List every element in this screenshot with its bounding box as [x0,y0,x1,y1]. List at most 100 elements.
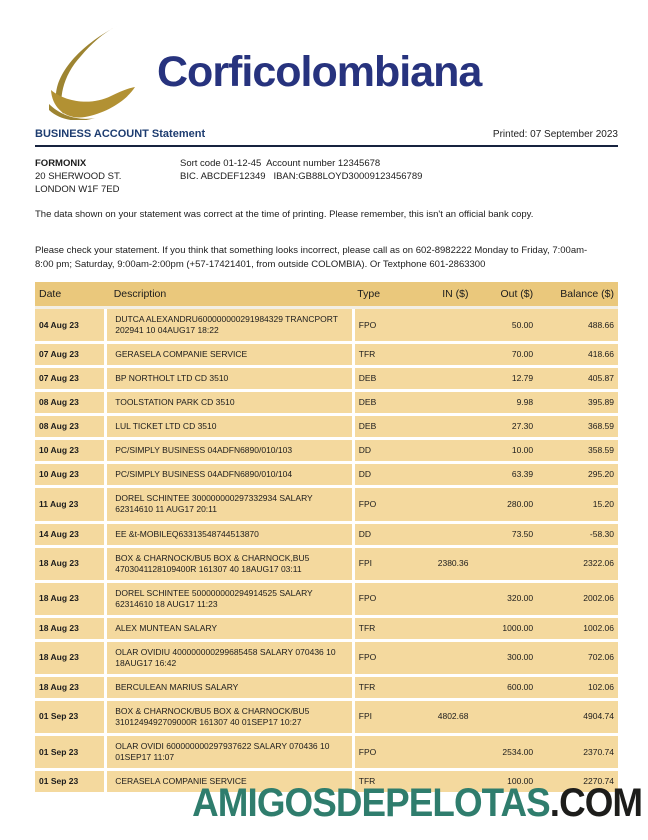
cell-date: 11 Aug 23 [35,486,108,524]
cell-balance: 102.06 [537,675,618,701]
cell-balance: 15.20 [537,486,618,524]
sort-code-account-number: Sort code 01-12-45 Account number 123456… [180,158,381,169]
cell-out [472,546,538,583]
cell-date: 07 Aug 23 [35,366,108,393]
cell-out: 12.79 [472,366,538,393]
cell-description: ALEX MUNTEAN SALARY [105,616,355,642]
cell-description: GERASELA COMPANIE SERVICE [105,342,355,369]
cell-date: 01 Sep 23 [35,734,108,772]
cell-description: EE &t-MOBILEQ63313548744513870 [105,522,355,548]
table-row: 18 Aug 23 ALEX MUNTEAN SALARY TFR 1000.00 10… [35,616,618,642]
cell-date: 10 Aug 23 [35,438,108,465]
cell-out: 73.50 [472,522,538,548]
cell-in [411,640,473,677]
cell-in [411,675,473,701]
cell-balance: 2322.06 [537,546,618,583]
cell-description: OLAR OVIDIU 400000000299685458 SALARY 07… [105,640,355,677]
cell-in: 2380.36 [411,546,473,583]
cell-out: 27.30 [472,414,538,441]
cell-in [411,486,473,524]
cell-balance: 2270.74 [537,769,618,796]
cell-out: 300.00 [472,640,538,677]
customer-address: FORMONIX 20 SHERWOOD ST. LONDON W1F 7ED [35,158,180,196]
cell-out: 100.00 [472,769,538,796]
table-row: 10 Aug 23 PC/SIMPLY BUSINESS 04ADFN6890/0… [35,438,618,465]
header-balance: Balance ($) [537,282,618,310]
cell-date: 18 Aug 23 [35,640,108,677]
table-header-row: Date Description Type IN ($) Out ($) Bal… [35,282,618,310]
cell-balance: 2370.74 [537,734,618,772]
statement-header: BUSINESS ACCOUNT Statement Printed: 07 S… [35,128,618,140]
transactions-body: 04 Aug 23 DUTCA ALEXANDRU6000000002919843… [35,307,618,796]
table-row: 11 Aug 23 DOREL SCHINTEE 3000000002973329… [35,486,618,524]
table-row: 10 Aug 23 PC/SIMPLY BUSINESS 04ADFN6890/0… [35,462,618,489]
cell-date: 18 Aug 23 [35,616,108,642]
cell-in [411,581,473,618]
table-row: 07 Aug 23 BP NORTHOLT LTD CD 3510 DEB 12.79… [35,366,618,393]
cell-type: DEB [353,366,412,393]
cell-in [411,462,473,489]
table-row: 08 Aug 23 LUL TICKET LTD CD 3510 DEB 27.30 3… [35,414,618,441]
cell-type: TFR [353,675,412,701]
watermark-site-name: AMIGOSDEPELOTAS [191,781,551,825]
cell-balance: 368.59 [537,414,618,441]
cell-description: DUTCA ALEXANDRU600000000291984329 TRANCP… [105,307,355,345]
bic-iban: BIC. ABCDEF12349 IBAN:GB88LOYD3000912345… [180,170,423,182]
cell-description: BOX & CHARNOCK/BU5 BOX & CHARNOCK/BU5 31… [105,699,355,737]
cell-balance: 395.89 [537,390,618,417]
cell-balance: 418.66 [537,342,618,369]
cell-in [411,414,473,441]
table-row: 08 Aug 23 TOOLSTATION PARK CD 3510 DEB 9.98… [35,390,618,417]
cell-out: 600.00 [472,675,538,701]
cell-balance: 1002.06 [537,616,618,642]
table-row: 14 Aug 23 EE &t-MOBILEQ63313548744513870 D… [35,522,618,548]
cell-type: TFR [353,769,412,796]
cell-description: PC/SIMPLY BUSINESS 04ADFN6890/010/103 [105,438,355,465]
cell-out: 280.00 [472,486,538,524]
cell-description: BOX & CHARNOCK/BU5 BOX & CHARNOCK,BU5 47… [105,546,355,583]
cell-type: FPO [353,486,412,524]
brand-logo: Corficolombiana [35,24,618,120]
cell-type: FPO [353,581,412,618]
cell-description: PC/SIMPLY BUSINESS 04ADFN6890/010/104 [105,462,355,489]
cell-type: DD [353,462,412,489]
cell-type: FPO [353,640,412,677]
cell-type: FPO [353,307,412,345]
cell-description: LUL TICKET LTD CD 3510 [105,414,355,441]
header-type: Type [353,282,412,310]
cell-in [411,390,473,417]
header-description: Description [105,282,354,310]
cell-date: 18 Aug 23 [35,675,108,701]
table-row: 18 Aug 23 DOREL SCHINTEE 5000000002949145… [35,581,618,618]
cell-in [411,438,473,465]
cell-out: 70.00 [472,342,538,369]
cell-description: DOREL SCHINTEE 500000000294914525 SALARY… [105,581,355,618]
cell-date: 08 Aug 23 [35,414,108,441]
cell-out [472,699,538,737]
account-details: Sort code 01-12-45 Account number 123456… [180,158,422,196]
brand-wordmark: Corficolombiana [157,47,482,96]
table-row: 01 Sep 23 BOX & CHARNOCK/BU5 BOX & CHARNO… [35,699,618,737]
cell-in [411,734,473,772]
header-out: Out ($) [472,282,538,310]
check-statement-note: Please check your statement. If you thin… [35,245,588,270]
cell-in [411,522,473,548]
cell-date: 10 Aug 23 [35,462,108,489]
cell-out: 63.39 [472,462,538,489]
cell-date: 07 Aug 23 [35,342,108,369]
customer-name: FORMONIX [35,158,87,169]
table-row: 04 Aug 23 DUTCA ALEXANDRU6000000002919843… [35,307,618,345]
cell-balance: 358.59 [537,438,618,465]
printed-date: Printed: 07 September 2023 [492,129,618,140]
cell-out: 2534.00 [472,734,538,772]
table-row: 18 Aug 23 BERCULEAN MARIUS SALARY TFR 600.0… [35,675,618,701]
cell-type: DEB [353,414,412,441]
cell-balance: 702.06 [537,640,618,677]
cell-date: 01 Sep 23 [35,699,108,737]
cell-balance: 405.87 [537,366,618,393]
header-divider [35,145,618,147]
cell-type: FPO [353,734,412,772]
cell-out: 9.98 [472,390,538,417]
cell-in [411,366,473,393]
